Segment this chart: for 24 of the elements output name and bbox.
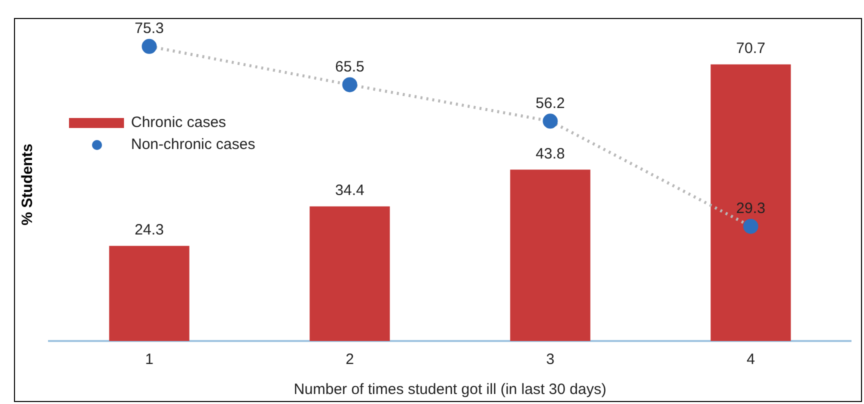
data-label: 34.4 (335, 182, 364, 200)
legend-label: Chronic cases (131, 114, 226, 132)
point (142, 38, 157, 54)
y-axis-title: % Students (19, 144, 36, 226)
bar (310, 206, 390, 341)
bar (109, 246, 190, 341)
x-axis-title: Number of times student got ill (in last 30 days) (294, 381, 606, 398)
bar (710, 64, 791, 341)
bar (510, 170, 590, 341)
data-label: 75.3 (134, 20, 164, 38)
x-tick-label: 2 (346, 351, 354, 368)
point (342, 77, 358, 92)
legend-label: Non-chronic cases (131, 136, 256, 154)
data-label: 43.8 (536, 145, 565, 162)
data-label: 29.3 (736, 200, 766, 218)
x-tick-label: 3 (546, 351, 554, 368)
point (542, 114, 558, 129)
data-label: 24.3 (134, 222, 164, 239)
data-label: 56.2 (536, 94, 565, 112)
data-label: 70.7 (736, 40, 766, 58)
point (743, 218, 758, 234)
x-tick-label: 4 (746, 351, 755, 368)
data-label: 65.5 (335, 58, 364, 76)
x-tick-label: 1 (145, 351, 154, 368)
